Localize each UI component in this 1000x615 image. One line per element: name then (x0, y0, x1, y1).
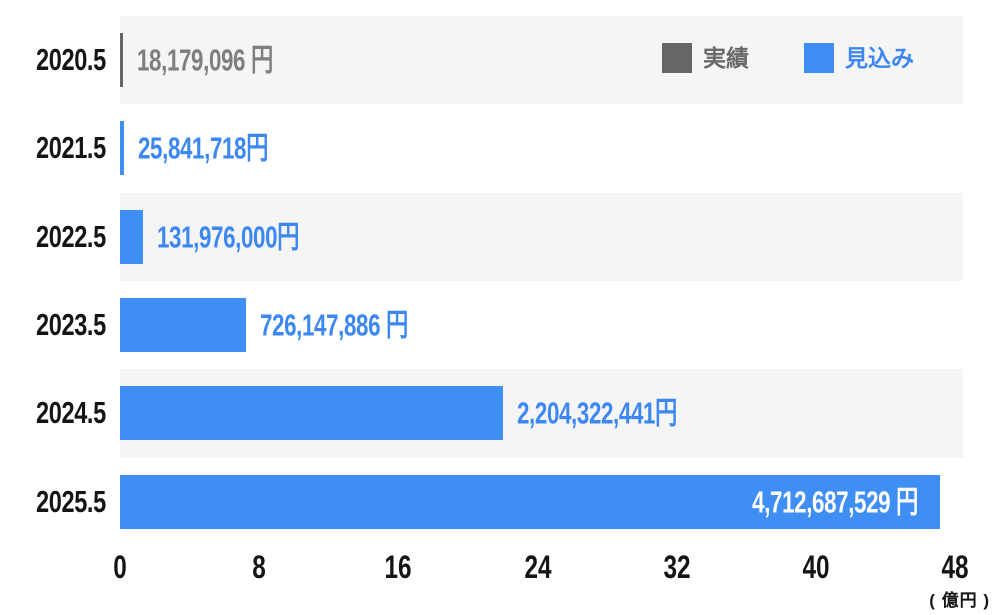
x-tick-label: 16 (384, 549, 412, 585)
row-band: 4,712,687,529 円 (120, 457, 963, 546)
bar (120, 298, 247, 353)
category-label-row: 2024.5 (0, 369, 106, 457)
bar (120, 386, 504, 441)
bar (120, 33, 124, 88)
row-band: 726,147,886 円 (120, 281, 963, 370)
category-label-row: 2020.5 (0, 16, 106, 104)
value-axis: 0 8 16 24 32 40 48 (0, 551, 1000, 585)
bar (120, 209, 143, 264)
category-label-row: 2022.5 (0, 193, 106, 281)
x-tick-label: 32 (663, 549, 691, 585)
category-label: 2023.5 (36, 307, 106, 343)
x-tick-label: 40 (802, 549, 830, 585)
row-band: 2,204,322,441円 (120, 369, 963, 458)
legend: 実績 見込み (662, 43, 914, 73)
bar (120, 121, 125, 176)
category-label: 2021.5 (36, 130, 106, 166)
category-label-row: 2023.5 (0, 281, 106, 369)
legend-swatch-actual-icon (662, 43, 692, 73)
value-label: 18,179,096 円 (137, 42, 274, 78)
x-tick-label: 24 (523, 549, 552, 585)
axis-unit-label: ( 億円 ) (929, 591, 990, 610)
value-label: 726,147,886 円 (260, 307, 409, 343)
category-label-row: 2025.5 (0, 458, 106, 546)
row-band: 25,841,718円 (120, 104, 963, 193)
x-tick-label: 48 (941, 549, 969, 585)
category-label: 2024.5 (36, 395, 106, 431)
x-tick-label: 0 (113, 549, 127, 585)
value-label: 131,976,000円 (156, 219, 300, 255)
category-label: 2022.5 (36, 218, 106, 254)
legend-item-actual: 実績 (662, 43, 749, 73)
category-axis: 2020.5 2021.5 2022.5 2023.5 2024.5 2025.5 (0, 16, 106, 546)
x-tick-label: 8 (252, 549, 266, 585)
category-label-row: 2021.5 (0, 104, 106, 192)
category-label: 2020.5 (36, 42, 106, 78)
bar (120, 474, 940, 529)
value-label: 2,204,322,441円 (517, 395, 678, 431)
legend-item-forecast: 見込み (804, 43, 914, 73)
legend-label-actual: 実績 (703, 44, 749, 71)
row-band: 131,976,000円 (120, 192, 963, 281)
category-label: 2025.5 (36, 483, 106, 519)
value-label: 4,712,687,529 円 (751, 484, 918, 520)
legend-swatch-forecast-icon (804, 43, 834, 73)
plot-area: 18,179,096 円 25,841,718円 131,976,000円 726,1… (120, 16, 963, 546)
value-label: 25,841,718円 (138, 130, 269, 166)
legend-label-forecast: 見込み (845, 44, 914, 71)
